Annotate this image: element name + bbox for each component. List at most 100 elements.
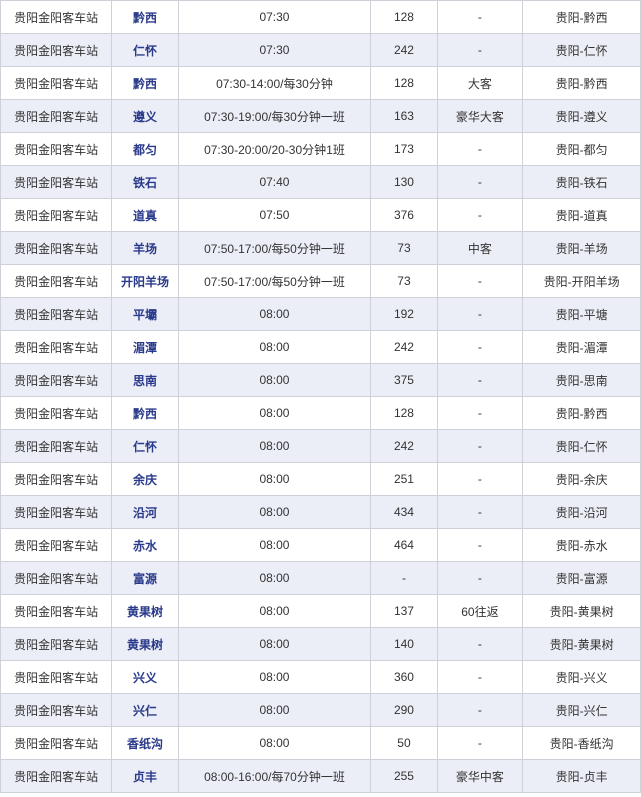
cell-time: 08:00: [178, 661, 371, 694]
cell-destination: 黄果树: [112, 628, 178, 661]
destination-link[interactable]: 仁怀: [133, 440, 157, 454]
table-row: 贵阳金阳客车站黔西07:30-14:00/每30分钟128大客贵阳-黔西: [1, 67, 641, 100]
cell-station: 贵阳金阳客车站: [1, 166, 112, 199]
cell-destination: 黄果树: [112, 595, 178, 628]
table-row: 贵阳金阳客车站香纸沟08:0050-贵阳-香纸沟: [1, 727, 641, 760]
table-row: 贵阳金阳客车站沿河08:00434-贵阳-沿河: [1, 496, 641, 529]
cell-station: 贵阳金阳客车站: [1, 364, 112, 397]
cell-destination: 铁石: [112, 166, 178, 199]
cell-station: 贵阳金阳客车站: [1, 463, 112, 496]
cell-bustype: 中客: [437, 232, 523, 265]
destination-link[interactable]: 黔西: [133, 77, 157, 91]
cell-time: 07:50: [178, 199, 371, 232]
cell-station: 贵阳金阳客车站: [1, 265, 112, 298]
destination-link[interactable]: 黔西: [133, 11, 157, 25]
destination-link[interactable]: 湄潭: [133, 341, 157, 355]
cell-station: 贵阳金阳客车站: [1, 562, 112, 595]
cell-distance: -: [371, 562, 437, 595]
cell-route: 贵阳-湄潭: [523, 331, 641, 364]
cell-distance: 73: [371, 232, 437, 265]
destination-link[interactable]: 黔西: [133, 407, 157, 421]
destination-link[interactable]: 兴仁: [133, 704, 157, 718]
cell-bustype: -: [437, 463, 523, 496]
cell-time: 08:00: [178, 463, 371, 496]
destination-link[interactable]: 道真: [133, 209, 157, 223]
destination-link[interactable]: 黄果树: [127, 605, 163, 619]
cell-time: 08:00: [178, 496, 371, 529]
destination-link[interactable]: 沿河: [133, 506, 157, 520]
cell-destination: 黔西: [112, 1, 178, 34]
cell-bustype: -: [437, 1, 523, 34]
cell-time: 07:30-19:00/每30分钟一班: [178, 100, 371, 133]
cell-station: 贵阳金阳客车站: [1, 199, 112, 232]
cell-bustype: -: [437, 529, 523, 562]
cell-distance: 242: [371, 331, 437, 364]
cell-distance: 163: [371, 100, 437, 133]
cell-station: 贵阳金阳客车站: [1, 397, 112, 430]
cell-destination: 都匀: [112, 133, 178, 166]
destination-link[interactable]: 富源: [133, 572, 157, 586]
cell-route: 贵阳-余庆: [523, 463, 641, 496]
destination-link[interactable]: 遵义: [133, 110, 157, 124]
destination-link[interactable]: 开阳羊场: [121, 275, 169, 289]
destination-link[interactable]: 平壩: [133, 308, 157, 322]
cell-destination: 遵义: [112, 100, 178, 133]
cell-distance: 50: [371, 727, 437, 760]
destination-link[interactable]: 赤水: [133, 539, 157, 553]
cell-bustype: 豪华大客: [437, 100, 523, 133]
cell-time: 08:00: [178, 562, 371, 595]
cell-station: 贵阳金阳客车站: [1, 34, 112, 67]
cell-route: 贵阳-思南: [523, 364, 641, 397]
cell-bustype: -: [437, 628, 523, 661]
table-row: 贵阳金阳客车站黔西07:30128-贵阳-黔西: [1, 1, 641, 34]
cell-station: 贵阳金阳客车站: [1, 628, 112, 661]
destination-link[interactable]: 香纸沟: [127, 737, 163, 751]
cell-destination: 沿河: [112, 496, 178, 529]
cell-time: 08:00: [178, 298, 371, 331]
table-row: 贵阳金阳客车站道真07:50376-贵阳-道真: [1, 199, 641, 232]
destination-link[interactable]: 贞丰: [133, 770, 157, 784]
cell-bustype: 大客: [437, 67, 523, 100]
cell-distance: 128: [371, 67, 437, 100]
cell-time: 07:50-17:00/每50分钟一班: [178, 265, 371, 298]
table-row: 贵阳金阳客车站湄潭08:00242-贵阳-湄潭: [1, 331, 641, 364]
table-row: 贵阳金阳客车站都匀07:30-20:00/20-30分钟1班173-贵阳-都匀: [1, 133, 641, 166]
cell-distance: 464: [371, 529, 437, 562]
cell-distance: 173: [371, 133, 437, 166]
cell-destination: 湄潭: [112, 331, 178, 364]
destination-link[interactable]: 思南: [133, 374, 157, 388]
cell-time: 07:30: [178, 34, 371, 67]
table-row: 贵阳金阳客车站赤水08:00464-贵阳-赤水: [1, 529, 641, 562]
destination-link[interactable]: 仁怀: [133, 44, 157, 58]
cell-bustype: -: [437, 199, 523, 232]
cell-station: 贵阳金阳客车站: [1, 232, 112, 265]
cell-destination: 富源: [112, 562, 178, 595]
cell-bustype: -: [437, 397, 523, 430]
destination-link[interactable]: 黄果树: [127, 638, 163, 652]
table-row: 贵阳金阳客车站平壩08:00192-贵阳-平塘: [1, 298, 641, 331]
cell-bustype: -: [437, 331, 523, 364]
cell-route: 贵阳-黄果树: [523, 595, 641, 628]
destination-link[interactable]: 都匀: [133, 143, 157, 157]
cell-route: 贵阳-道真: [523, 199, 641, 232]
destination-link[interactable]: 余庆: [133, 473, 157, 487]
destination-link[interactable]: 羊场: [133, 242, 157, 256]
cell-bustype: -: [437, 430, 523, 463]
cell-bustype: -: [437, 562, 523, 595]
destination-link[interactable]: 铁石: [133, 176, 157, 190]
cell-bustype: -: [437, 298, 523, 331]
destination-link[interactable]: 兴义: [133, 671, 157, 685]
cell-distance: 137: [371, 595, 437, 628]
cell-route: 贵阳-贞丰: [523, 760, 641, 793]
cell-route: 贵阳-富源: [523, 562, 641, 595]
cell-route: 贵阳-开阳羊场: [523, 265, 641, 298]
cell-time: 08:00: [178, 628, 371, 661]
cell-route: 贵阳-黄果树: [523, 628, 641, 661]
cell-route: 贵阳-黔西: [523, 1, 641, 34]
cell-time: 08:00: [178, 595, 371, 628]
cell-distance: 140: [371, 628, 437, 661]
cell-destination: 兴仁: [112, 694, 178, 727]
cell-time: 08:00-16:00/每70分钟一班: [178, 760, 371, 793]
cell-distance: 434: [371, 496, 437, 529]
cell-bustype: -: [437, 133, 523, 166]
